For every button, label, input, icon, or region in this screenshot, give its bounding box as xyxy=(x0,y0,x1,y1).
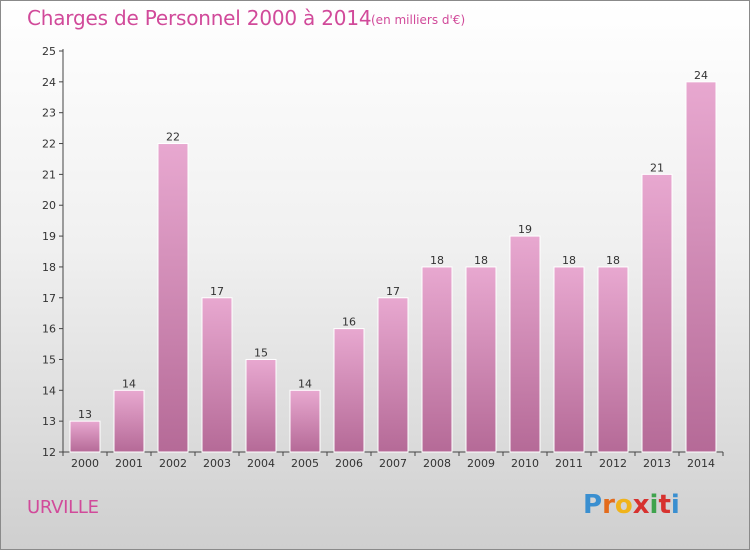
x-tick-label: 2010 xyxy=(511,457,539,470)
data-label-2007: 17 xyxy=(386,285,400,298)
y-tick-label: 19 xyxy=(42,230,56,243)
town-name: URVILLE xyxy=(27,497,99,518)
data-label-2000: 13 xyxy=(78,408,92,421)
logo-letter: r xyxy=(602,490,615,520)
data-label-2006: 16 xyxy=(342,316,356,329)
proxiti-logo[interactable]: Proxiti xyxy=(583,490,680,520)
bar-2002[interactable] xyxy=(157,143,189,453)
bar-2013[interactable] xyxy=(641,173,673,453)
bar-2008[interactable] xyxy=(421,266,453,453)
data-label-2004: 15 xyxy=(254,346,268,359)
bar-2010[interactable] xyxy=(509,235,541,453)
data-label-2011: 18 xyxy=(562,254,576,267)
y-tick-label: 21 xyxy=(42,168,56,181)
data-label-2002: 22 xyxy=(166,131,180,144)
chart-data-labels: 13 14 22 17 15 14 16 17 18 18 19 18 18 21 24 xyxy=(78,69,708,421)
y-tick-label: 12 xyxy=(42,446,56,459)
data-label-2010: 19 xyxy=(518,223,532,236)
x-tick-label: 2011 xyxy=(555,457,583,470)
x-tick-label: 2003 xyxy=(203,457,231,470)
logo-letter: t xyxy=(658,490,671,520)
bar-2000[interactable] xyxy=(69,420,101,453)
y-tick-label: 18 xyxy=(42,261,56,274)
y-tick-label: 24 xyxy=(42,76,56,89)
x-tick-label: 2007 xyxy=(379,457,407,470)
y-tick-label: 17 xyxy=(42,292,56,305)
chart-subtitle: (en milliers d'€) xyxy=(371,13,466,27)
logo-letter: P xyxy=(583,490,603,520)
bar-2001[interactable] xyxy=(113,389,145,453)
data-label-2003: 17 xyxy=(210,285,224,298)
bar-2011[interactable] xyxy=(553,266,585,453)
x-tick-label: 2006 xyxy=(335,457,363,470)
x-tick-label: 2008 xyxy=(423,457,451,470)
x-tick-label: 2004 xyxy=(247,457,275,470)
x-tick-label: 2001 xyxy=(115,457,143,470)
bar-2006[interactable] xyxy=(333,328,365,453)
bar-2004[interactable] xyxy=(245,358,277,453)
bar-2012[interactable] xyxy=(597,266,629,453)
logo-letter: x xyxy=(632,490,650,520)
x-tick-label: 2013 xyxy=(643,457,671,470)
data-label-2013: 21 xyxy=(650,161,664,174)
x-tick-label: 2005 xyxy=(291,457,319,470)
data-label-2012: 18 xyxy=(606,254,620,267)
bar-2007[interactable] xyxy=(377,297,409,453)
chart-axes: 12 13 14 15 16 17 18 19 20 21 22 23 24 25 2000 2001 2002… xyxy=(42,45,724,470)
x-tick-label: 2014 xyxy=(687,457,715,470)
logo-letter: o xyxy=(614,490,633,520)
x-tick-label: 2009 xyxy=(467,457,495,470)
y-tick-label: 14 xyxy=(42,384,56,397)
chart-title: Charges de Personnel 2000 à 2014 xyxy=(27,6,372,30)
y-tick-label: 25 xyxy=(42,45,56,58)
y-tick-label: 16 xyxy=(42,323,56,336)
x-tick-label: 2012 xyxy=(599,457,627,470)
logo-letter: i xyxy=(649,490,659,520)
bar-2009[interactable] xyxy=(465,266,497,453)
logo-letter: i xyxy=(670,490,680,520)
y-tick-label: 23 xyxy=(42,107,56,120)
x-tick-label: 2002 xyxy=(159,457,187,470)
bar-2003[interactable] xyxy=(201,297,233,453)
data-label-2005: 14 xyxy=(298,377,312,390)
y-tick-label: 15 xyxy=(42,353,56,366)
y-tick-label: 20 xyxy=(42,199,56,212)
bar-2014[interactable] xyxy=(685,81,717,453)
y-tick-label: 22 xyxy=(42,138,56,151)
x-tick-label: 2000 xyxy=(71,457,99,470)
data-label-2001: 14 xyxy=(122,377,136,390)
chart-bars xyxy=(69,81,717,453)
data-label-2008: 18 xyxy=(430,254,444,267)
data-label-2014: 24 xyxy=(694,69,708,82)
y-tick-label: 13 xyxy=(42,415,56,428)
bar-2005[interactable] xyxy=(289,389,321,453)
data-label-2009: 18 xyxy=(474,254,488,267)
